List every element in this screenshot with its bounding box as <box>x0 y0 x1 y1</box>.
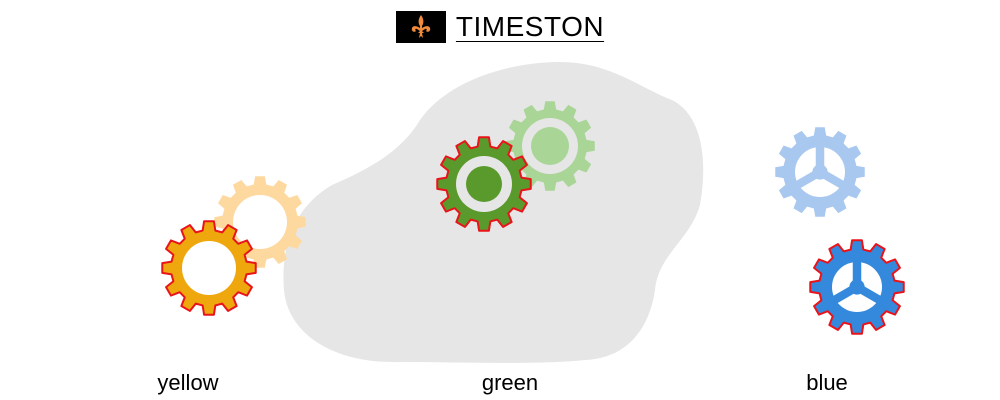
yellow-label: yellow <box>157 370 218 396</box>
blue-gear-selected[interactable] <box>810 240 903 333</box>
green-label: green <box>482 370 538 396</box>
gear-hub <box>466 166 502 202</box>
gear-hub <box>849 279 864 294</box>
gear-hub <box>531 127 569 165</box>
blue-gear-faded[interactable] <box>775 127 865 217</box>
gear-hole <box>233 195 287 249</box>
gear-hub <box>812 164 827 179</box>
blue-label: blue <box>806 370 848 396</box>
gear-hole <box>182 241 236 295</box>
